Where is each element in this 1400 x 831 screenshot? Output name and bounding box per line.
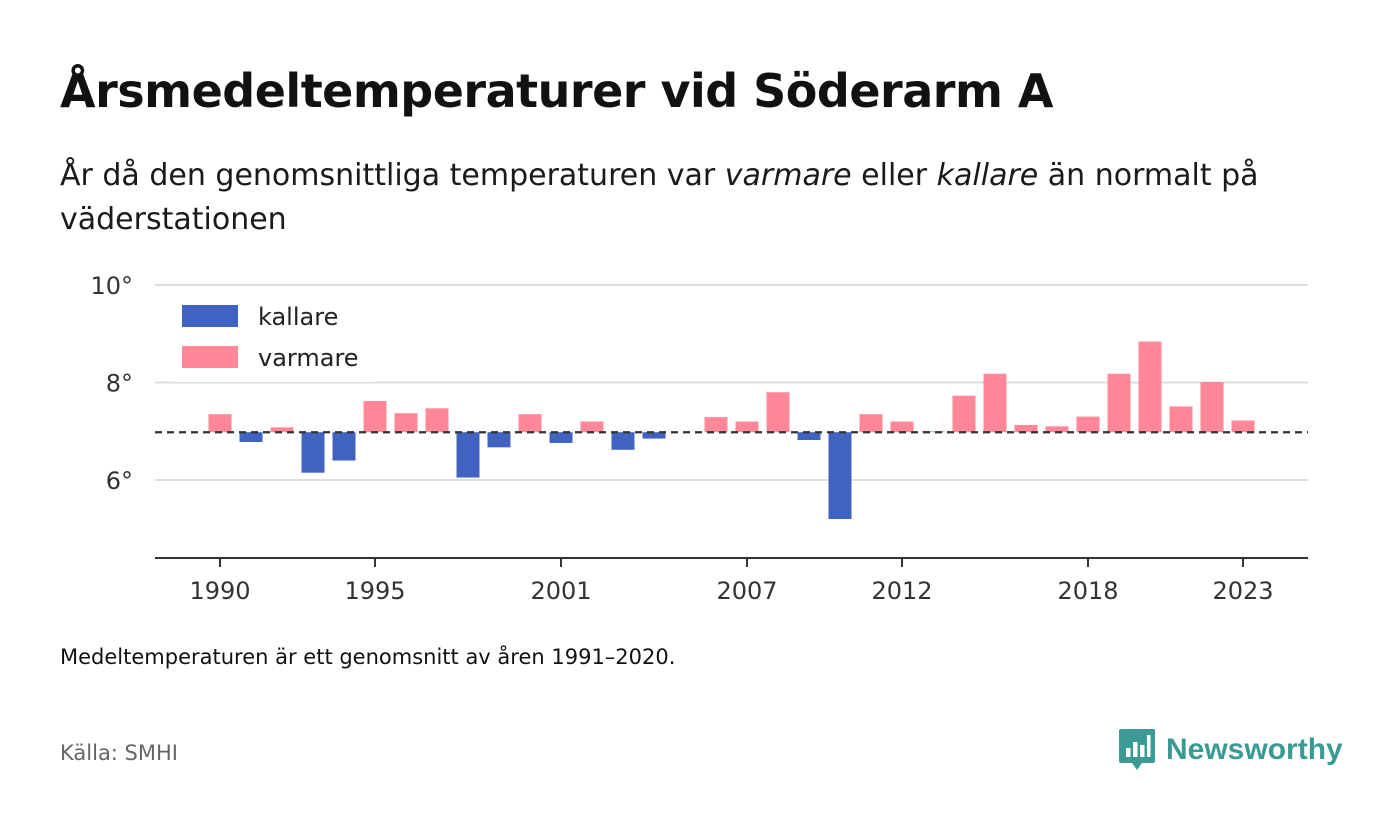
x-tick-label: 2001 xyxy=(530,577,591,605)
legend-label-cold: kallare xyxy=(258,303,338,331)
bar-cold xyxy=(456,432,480,478)
bar-warm xyxy=(1076,416,1100,433)
bar-warm xyxy=(890,421,914,433)
bar-warm xyxy=(208,414,232,433)
bar-warm xyxy=(518,414,542,433)
subtitle-text-1: År då den genomsnittliga temperaturen va… xyxy=(60,158,725,193)
bar-warm xyxy=(580,421,604,433)
bar-cold xyxy=(487,432,511,448)
bar-warm xyxy=(363,401,387,433)
legend-label-warm: varmare xyxy=(258,344,359,372)
legend-swatch-warm xyxy=(182,346,238,368)
bar-warm xyxy=(270,427,294,433)
chart-subtitle: År då den genomsnittliga temperaturen va… xyxy=(60,154,1340,242)
bar-cold xyxy=(549,432,573,443)
x-tick-label: 2023 xyxy=(1212,577,1273,605)
x-tick-label: 1990 xyxy=(189,577,250,605)
bar-cold xyxy=(642,432,666,439)
bar-warm xyxy=(735,421,759,433)
bar-cold xyxy=(301,432,325,473)
footnote: Medeltemperaturen är ett genomsnitt av å… xyxy=(60,645,676,669)
subtitle-cold-word: kallare xyxy=(936,158,1039,193)
y-tick-label: 6° xyxy=(106,467,133,495)
bar-warm xyxy=(1200,382,1224,433)
subtitle-text-3: än normalt på väderstationen xyxy=(60,158,1259,237)
bar-warm xyxy=(394,413,418,433)
y-tick-label: 10° xyxy=(90,272,133,300)
bar-cold xyxy=(332,432,356,461)
newsworthy-logo-icon xyxy=(1119,729,1155,770)
bar-cold xyxy=(828,432,852,519)
bar-warm xyxy=(859,414,883,433)
source-label: Källa: SMHI xyxy=(60,741,178,765)
bar-warm xyxy=(1169,406,1193,433)
bar-warm xyxy=(425,408,449,433)
bar-warm xyxy=(952,395,976,433)
bar-cold xyxy=(611,432,635,450)
newsworthy-logo: Newsworthy xyxy=(1118,728,1343,772)
bar-warm xyxy=(1138,341,1162,433)
x-tick-label: 2007 xyxy=(716,577,777,605)
x-tick-label: 2018 xyxy=(1057,577,1118,605)
bar-warm xyxy=(766,392,790,433)
bar-warm xyxy=(921,431,945,433)
bar-warm xyxy=(983,373,1007,433)
bar-warm xyxy=(1045,426,1069,433)
newsworthy-logo-text: Newsworthy xyxy=(1166,733,1343,766)
bar-chart: 6° 8° 10° 1990 1995 2001 2007 2012 2018 2023 kalla… xyxy=(90,272,1308,605)
bar-warm xyxy=(1107,373,1131,433)
bar-cold xyxy=(239,432,263,442)
x-tick-label: 1995 xyxy=(344,577,405,605)
bar-warm xyxy=(1014,424,1038,433)
bar-warm xyxy=(704,417,728,433)
bar-cold xyxy=(797,432,821,441)
subtitle-text-2: eller xyxy=(851,158,937,193)
x-tick-label: 2012 xyxy=(871,577,932,605)
y-tick-label: 8° xyxy=(106,370,133,398)
legend-swatch-cold xyxy=(182,305,238,327)
subtitle-warm-word: varmare xyxy=(724,158,852,193)
bar-warm xyxy=(1231,420,1255,433)
chart-title: Årsmedeltemperaturer vid Söderarm A xyxy=(60,64,1054,118)
